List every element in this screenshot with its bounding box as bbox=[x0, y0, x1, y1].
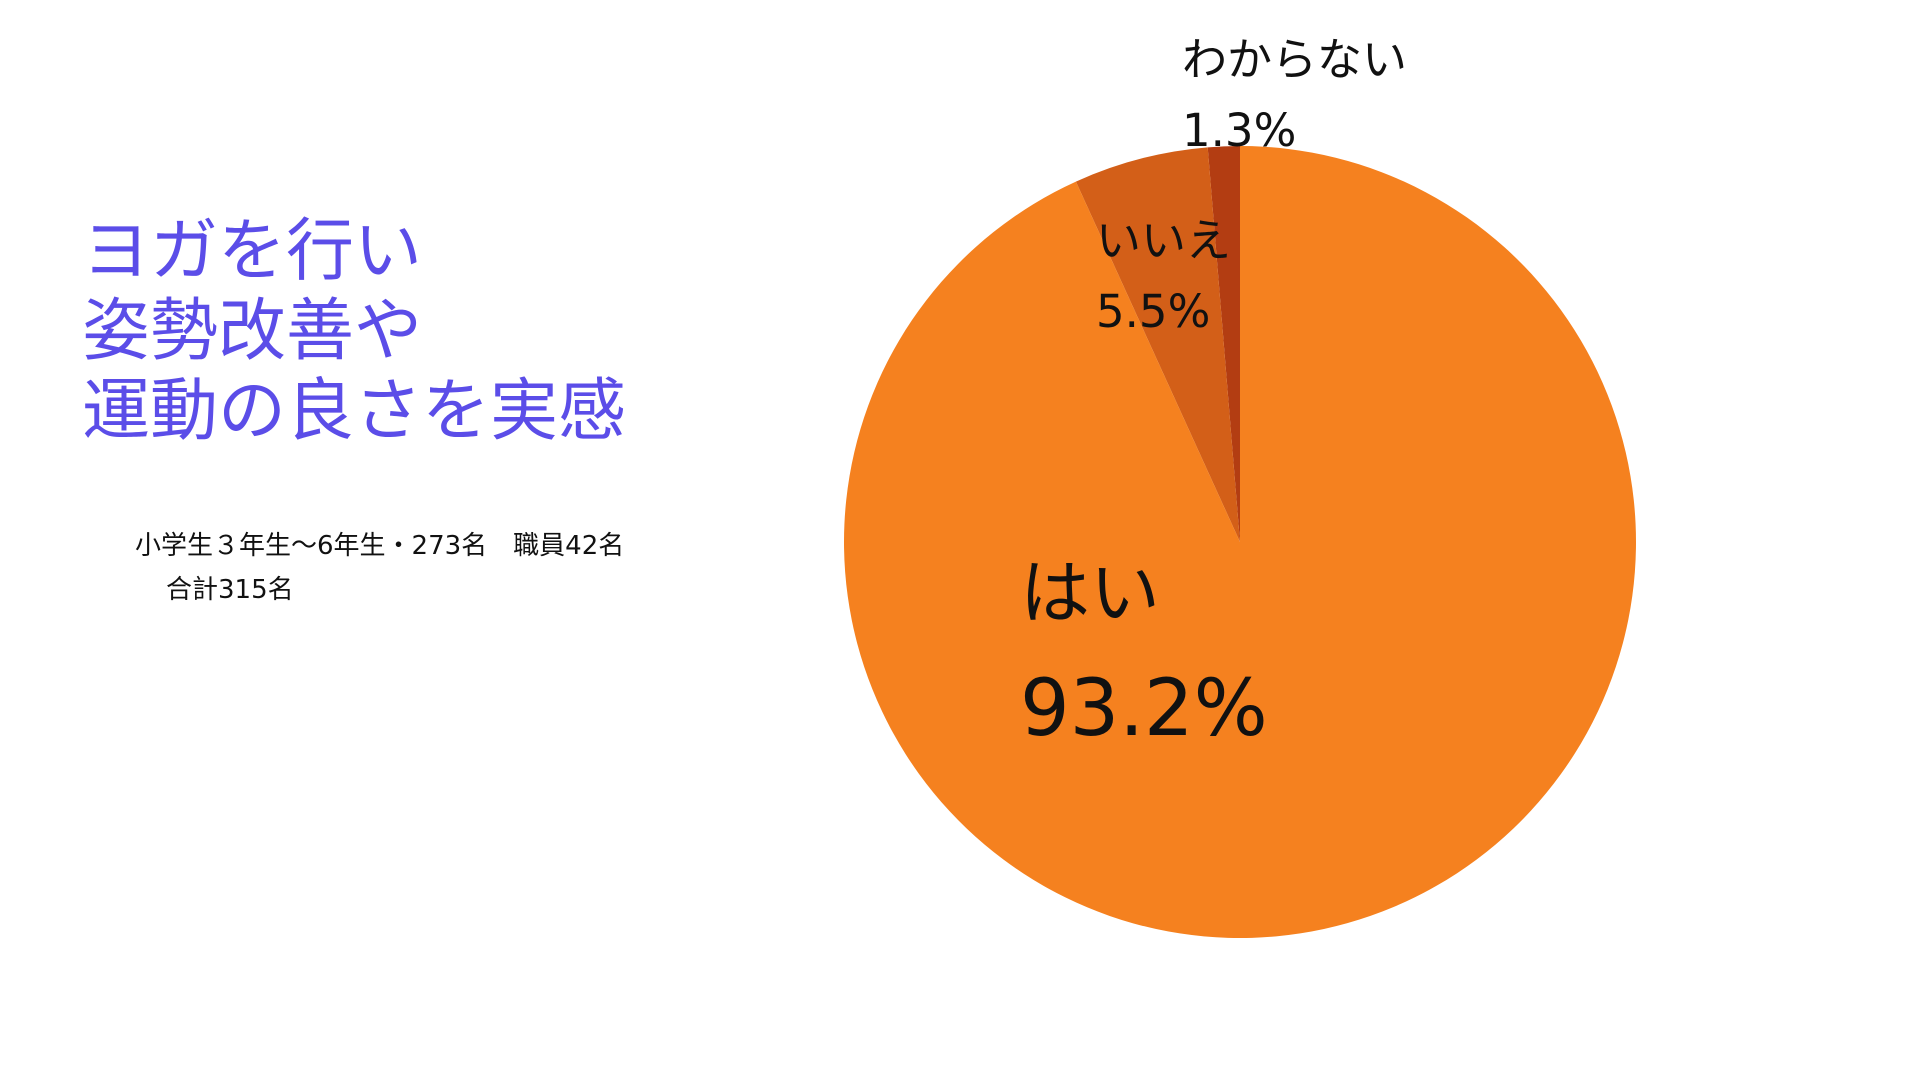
slice-label-yes: はい bbox=[1020, 552, 1160, 634]
slice-value-yes: 93.2% bbox=[1020, 664, 1268, 754]
pie-slice-0 bbox=[843, 146, 1636, 938]
headline-line-2: 姿勢改善や bbox=[82, 292, 423, 371]
slice-label-unknown: わからない bbox=[1182, 33, 1407, 86]
subtitle-line-2: 合計315名 bbox=[166, 575, 294, 605]
subtitle-line-1: 小学生３年生～6年生・273名 職員42名 bbox=[135, 531, 625, 561]
subtitle: 小学生３年生～6年生・273名 職員42名 合計315名 bbox=[135, 524, 624, 612]
pie-slice-1 bbox=[1075, 147, 1240, 542]
slice-value-no: 5.5% bbox=[1096, 285, 1210, 338]
pie-slice-2 bbox=[1207, 146, 1240, 542]
headline: ヨガを行い 姿勢改善や 運動の良さを実感 bbox=[82, 212, 626, 452]
slice-value-unknown: 1.3% bbox=[1182, 104, 1296, 157]
slice-label-no: いいえ bbox=[1096, 214, 1231, 267]
pie-slices bbox=[843, 146, 1636, 938]
headline-line-3: 運動の良さを実感 bbox=[82, 372, 627, 451]
headline-line-1: ヨガを行い bbox=[82, 212, 423, 291]
